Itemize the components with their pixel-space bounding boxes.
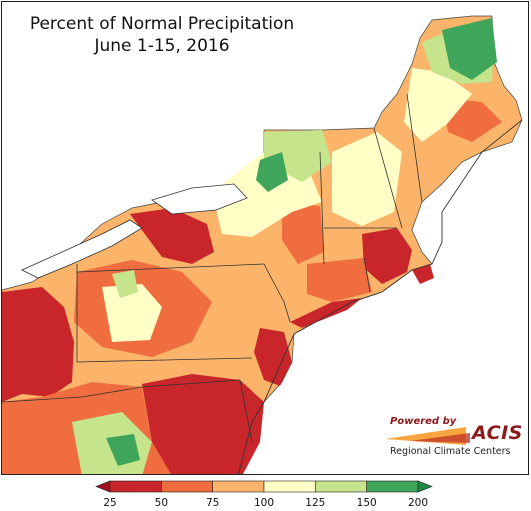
acis-logo: Powered by ACIS Regional Climate Centers bbox=[380, 415, 523, 459]
coastline bbox=[238, 119, 523, 474]
legend-tick-label: 200 bbox=[407, 497, 429, 509]
legend-swatch bbox=[366, 480, 419, 493]
normal-zone-maine bbox=[404, 68, 472, 142]
logo-subtitle: Regional Climate Centers bbox=[390, 446, 511, 457]
normal-zone-vermont-nh bbox=[332, 132, 402, 226]
dry-zone-new-jersey bbox=[254, 328, 292, 386]
legend-tick-label: 100 bbox=[253, 497, 275, 509]
very-wet-zone-virginia bbox=[106, 434, 140, 466]
legend-colorbar bbox=[95, 480, 433, 493]
legend-swatch bbox=[315, 480, 367, 493]
very-wet-zone-maine bbox=[442, 18, 497, 80]
legend-swatch bbox=[109, 480, 162, 493]
map-subtitle: June 1-15, 2016 bbox=[94, 36, 230, 56]
state-borders bbox=[2, 93, 423, 443]
dry-zone-chesapeake bbox=[142, 374, 264, 474]
orange-zone-connecticut bbox=[307, 258, 372, 302]
dry-zone-cape-cod bbox=[412, 264, 434, 284]
map-frame: Percent of Normal Precipitation June 1-1… bbox=[1, 1, 529, 475]
dry-zone-nw-new-york bbox=[130, 208, 214, 264]
legend-tick-label: 50 bbox=[154, 497, 169, 509]
legend-swatch bbox=[161, 480, 213, 493]
legend-tick-label: 125 bbox=[305, 497, 326, 509]
logo-powered-by: Powered by bbox=[390, 416, 457, 427]
wet-zone-pa-north bbox=[112, 270, 138, 298]
dry-zone-massachusetts bbox=[362, 228, 412, 284]
map-title: Percent of Normal Precipitation bbox=[29, 14, 295, 34]
acis-swoosh-icon bbox=[385, 427, 470, 445]
legend-arrow-high bbox=[417, 480, 433, 493]
legend-tick-label: 75 bbox=[205, 497, 220, 509]
very-wet-zone-adirondack bbox=[256, 152, 288, 192]
color-legend: 25 50 75 100 125 150 200 bbox=[0, 478, 531, 511]
precipitation-map bbox=[2, 15, 523, 474]
dry-zone-long-island bbox=[290, 298, 362, 328]
lake-ontario bbox=[151, 183, 248, 215]
orange-zone-hudson bbox=[282, 202, 324, 264]
dry-zone-west bbox=[2, 287, 74, 402]
legend-tick-label: 150 bbox=[356, 497, 377, 509]
legend-arrow-low bbox=[95, 480, 111, 493]
legend-tick-label: 25 bbox=[103, 497, 117, 509]
legend-swatch bbox=[263, 480, 316, 493]
lake-erie bbox=[21, 219, 143, 279]
legend-swatch bbox=[212, 480, 265, 493]
logo-acis: ACIS bbox=[472, 422, 523, 444]
normal-zone-pa-central bbox=[102, 284, 162, 342]
